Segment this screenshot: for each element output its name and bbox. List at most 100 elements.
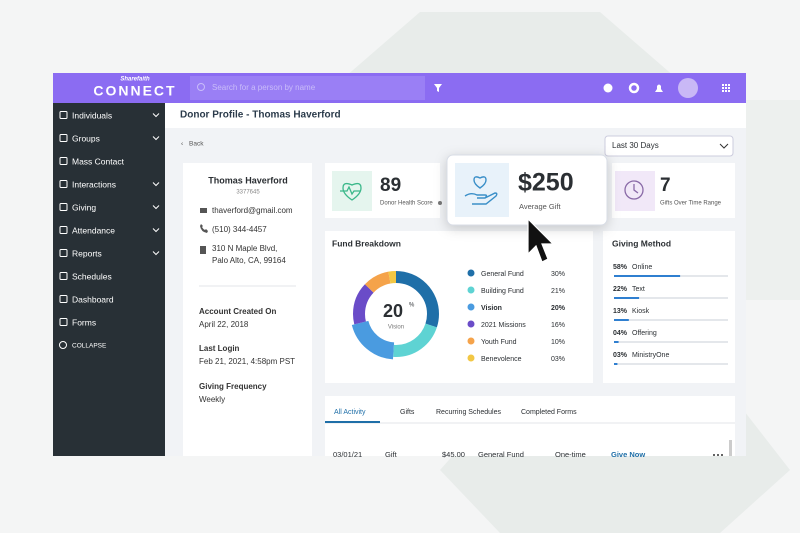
bar-track [614,341,728,343]
more-menu-dot[interactable] [721,454,723,456]
giving-method-card [603,231,735,383]
address-line: Palo Alto, CA, 99164 [212,256,286,265]
menu-item[interactable]: Attendance [72,225,115,235]
menu-item[interactable]: Giving [72,202,96,212]
table-cell: 03/01/21 [333,450,362,459]
tab[interactable]: Recurring Schedules [436,409,501,416]
bar [614,341,619,343]
menu-icon [59,203,68,211]
menu-icon [59,134,68,142]
bar-track [614,363,728,365]
legend-dot [467,354,475,362]
menu-chevron[interactable] [152,205,160,210]
search-placeholder: Search for a person by name [212,83,316,92]
donut-segment[interactable] [353,271,439,357]
stat-icon-bg [332,171,372,211]
activity-card [325,396,735,456]
more-menu-dot[interactable] [713,454,715,456]
info-icon[interactable] [438,201,442,205]
menu-icon [59,249,68,257]
menu-chevron[interactable] [152,182,160,187]
phone: (510) 344-4457 [212,225,267,234]
tab[interactable]: Completed Forms [521,409,577,416]
table-cell: General Fund [478,450,524,459]
menu-icon [59,318,68,326]
bell-icon[interactable] [655,84,663,93]
collapse-button[interactable]: COLLAPSE [72,343,107,350]
bar-track [614,319,728,321]
method-percent: 58% [613,264,628,271]
fund-name: General Fund [481,271,524,278]
menu-item[interactable]: Interactions [72,179,116,189]
donut-segment[interactable] [353,271,439,357]
menu-icon [59,157,68,165]
menu-item[interactable]: Forms [72,317,96,327]
give-now-link[interactable]: Give Now [611,450,645,459]
legend-dot [467,269,475,277]
tab[interactable]: All Activity [334,409,366,416]
method-percent: 22% [613,286,628,293]
apps-icon[interactable] [722,84,730,92]
bar-track [614,297,728,299]
donut-segment[interactable] [353,271,439,357]
heart-pulse-icon [340,182,362,201]
fund-name: Building Fund [481,288,524,295]
fund-percent: 30% [551,271,565,278]
menu-chevron[interactable] [152,251,160,256]
method-name: Offering [632,330,657,337]
menu-item[interactable]: Schedules [72,271,112,281]
sidebar-menu: Individuals Groups Mass Contact Interaction… [59,110,160,350]
method-name: Kiosk [632,308,650,315]
table-cell: $45.00 [442,450,465,459]
menu-icon [59,272,68,280]
legend-dot [467,303,475,311]
fund-breakdown-card [325,231,593,383]
collapse-icon[interactable] [59,341,67,349]
detail-value: April 22, 2018 [199,320,249,329]
help-icon[interactable] [603,83,613,93]
settings-icon[interactable] [628,82,640,94]
method-percent: 03% [613,352,628,359]
fund-name: Vision [481,305,502,312]
fund-percent: 10% [551,339,565,346]
menu-item[interactable]: Individuals [72,110,112,120]
menu-item[interactable]: Groups [72,133,100,143]
email-icon [200,208,207,213]
giving-hand-icon [464,176,498,205]
table-cell: Gift [385,450,398,459]
detail-value: Weekly [199,395,225,404]
detail-label: Account Created On [199,307,276,316]
back-chevron[interactable]: ‹ [181,141,183,148]
fund-percent: 16% [551,322,565,329]
menu-item[interactable]: Mass Contact [72,156,125,166]
sidebar [53,103,165,456]
menu-item[interactable]: Reports [72,248,102,258]
tab[interactable]: Gifts [400,409,415,416]
menu-item[interactable]: Dashboard [72,294,114,304]
method-percent: 04% [613,330,628,337]
avatar[interactable] [678,78,698,98]
card-title: Giving Method [612,238,671,248]
clock-hands [633,184,639,194]
menu-icon [59,295,68,303]
date-range-select[interactable] [604,135,734,157]
menu-chevron[interactable] [152,113,160,118]
address-icon [200,246,206,254]
search-box[interactable] [190,76,425,100]
back-link[interactable]: Back [189,141,204,148]
more-menu-dot[interactable] [717,454,719,456]
filter-icon[interactable] [434,84,442,92]
bar [614,363,618,365]
menu-chevron[interactable] [152,136,160,141]
stat-value: 89 [380,175,401,196]
fund-percent: 21% [551,288,565,295]
email: thaverford@gmail.com [212,206,293,215]
method-percent: 13% [613,308,628,315]
menu-chevron[interactable] [152,228,160,233]
search-icon [197,83,205,91]
menu-icon [59,226,68,234]
legend-dot [467,286,475,294]
brand-name[interactable]: CONNECT [93,83,176,99]
stat-label: Gifts Over Time Range [660,201,722,207]
